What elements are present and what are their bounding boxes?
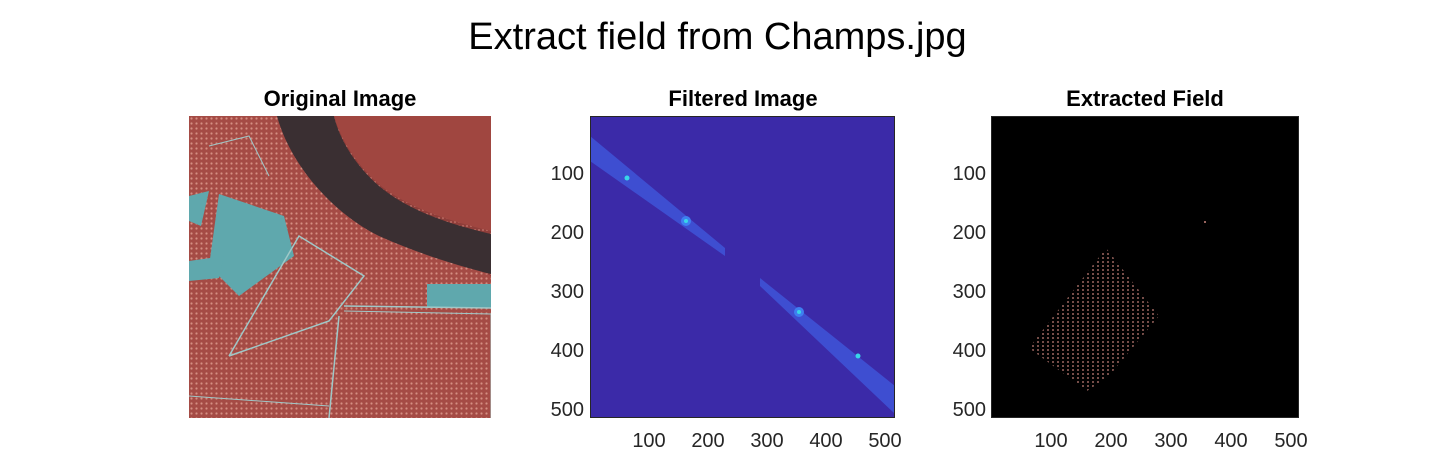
ytick-label: 100 bbox=[952, 163, 986, 185]
xtick-label: 300 bbox=[750, 430, 784, 452]
ytick-label: 500 bbox=[952, 399, 986, 421]
filtered-plot bbox=[590, 116, 895, 418]
filtered-image bbox=[590, 116, 895, 418]
xtick-label: 500 bbox=[868, 430, 902, 452]
xtick-label: 400 bbox=[809, 430, 843, 452]
ytick-label: 100 bbox=[550, 163, 584, 185]
original-image bbox=[189, 116, 491, 418]
ytick-label: 300 bbox=[550, 281, 584, 303]
ytick-label: 500 bbox=[550, 399, 584, 421]
filtered-frame bbox=[590, 116, 895, 418]
xtick-label: 200 bbox=[691, 430, 725, 452]
ytick-label: 200 bbox=[550, 222, 584, 244]
panel-title-original: Original Image bbox=[263, 86, 417, 111]
ytick-label: 200 bbox=[952, 222, 986, 244]
ytick-label: 300 bbox=[952, 281, 986, 303]
extracted-plot bbox=[991, 116, 1299, 418]
extracted-image bbox=[991, 116, 1299, 418]
figure-title: Extract field from Champs.jpg bbox=[468, 16, 967, 58]
xtick-label: 300 bbox=[1154, 430, 1188, 452]
panel-title-filtered: Filtered Image bbox=[668, 86, 818, 111]
xtick-label: 100 bbox=[1034, 430, 1068, 452]
extracted-frame bbox=[991, 116, 1299, 418]
xtick-label: 400 bbox=[1214, 430, 1248, 452]
xtick-label: 500 bbox=[1274, 430, 1308, 452]
panel-title-extracted: Extracted Field bbox=[1066, 86, 1224, 111]
ytick-label: 400 bbox=[550, 340, 584, 362]
xtick-label: 100 bbox=[632, 430, 666, 452]
ytick-label: 400 bbox=[952, 340, 986, 362]
xtick-label: 200 bbox=[1094, 430, 1128, 452]
